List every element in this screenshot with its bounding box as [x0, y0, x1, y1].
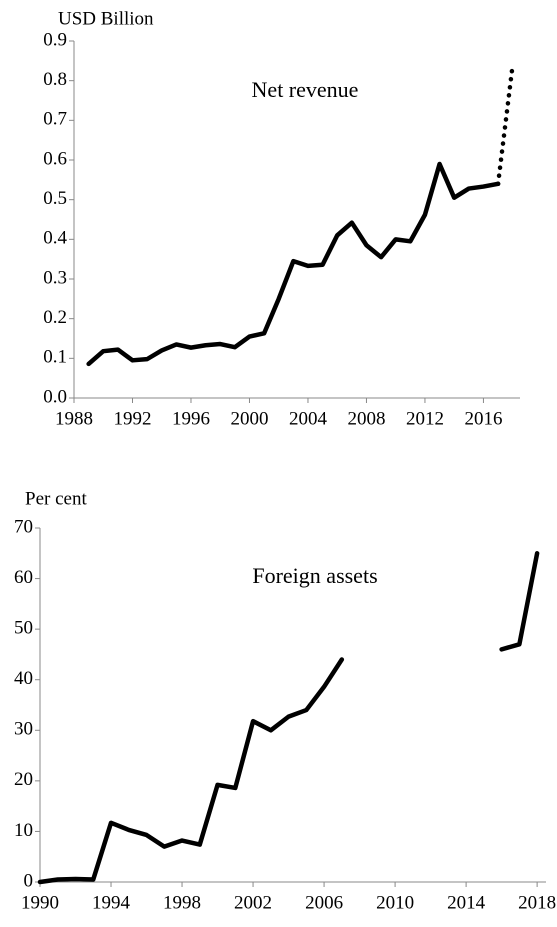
y-tick-label: 0.4 [43, 228, 67, 249]
y-tick-label: 10 [14, 820, 33, 841]
x-tick-label: 2014 [447, 892, 486, 913]
y-tick-label: 0.1 [43, 347, 67, 368]
x-tick-label: 2012 [406, 408, 444, 429]
x-tick-label: 2008 [347, 408, 385, 429]
y-tick-label: 70 [14, 516, 33, 537]
y-unit-label: USD Billion [58, 8, 154, 29]
y-tick-label: 0.6 [43, 148, 67, 169]
y-tick-label: 0.0 [43, 386, 67, 407]
y-tick-label: 20 [14, 769, 33, 790]
x-tick-label: 2018 [518, 892, 556, 913]
y-tick-label: 60 [14, 567, 33, 588]
x-tick-label: 1990 [21, 892, 59, 913]
y-tick-label: 40 [14, 668, 33, 689]
y-tick-label: 50 [14, 618, 33, 639]
x-tick-label: 1988 [55, 408, 93, 429]
x-tick-label: 2016 [464, 408, 502, 429]
x-tick-label: 2002 [234, 892, 272, 913]
x-tick-label: 2006 [305, 892, 343, 913]
y-tick-label: 0.3 [43, 267, 67, 288]
x-tick-label: 2000 [230, 408, 268, 429]
y-tick-label: 0.8 [43, 69, 67, 90]
x-tick-label: 1998 [163, 892, 201, 913]
y-tick-label: 0.9 [43, 29, 67, 50]
chart-title: Foreign assets [252, 563, 377, 588]
data-line [495, 62, 515, 187]
y-tick-label: 0 [24, 870, 34, 891]
x-tick-label: 1992 [113, 408, 151, 429]
y-tick-label: 0.2 [43, 307, 67, 328]
x-tick-label: 1994 [92, 892, 131, 913]
y-tick-label: 30 [14, 719, 33, 740]
y-unit-label: Per cent [25, 488, 87, 509]
y-tick-label: 0.5 [43, 188, 67, 209]
data-line [37, 551, 540, 885]
x-tick-label: 2010 [376, 892, 414, 913]
data-line [86, 161, 501, 367]
y-tick-label: 0.7 [43, 109, 67, 130]
x-tick-label: 2004 [289, 408, 328, 429]
chart-title: Net revenue [252, 77, 359, 102]
x-tick-label: 1996 [172, 408, 210, 429]
